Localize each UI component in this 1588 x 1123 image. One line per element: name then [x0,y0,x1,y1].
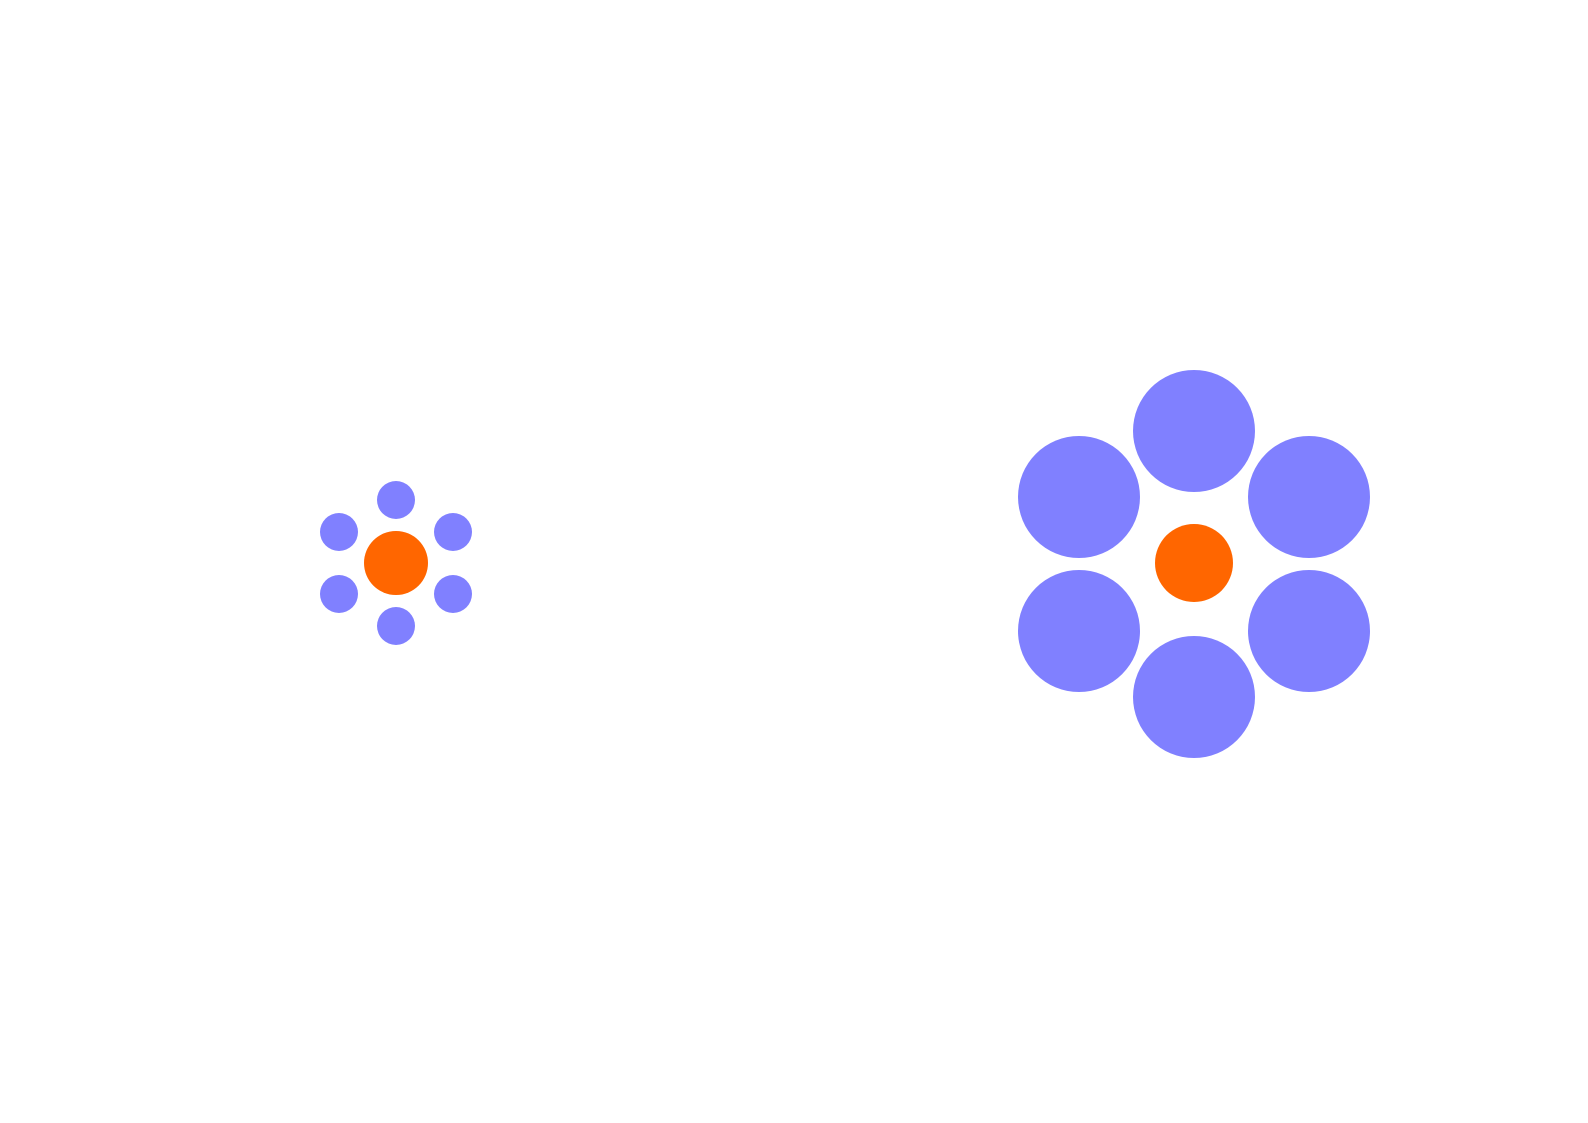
surround-circle-top [377,481,415,519]
surround-circle-lower-right [434,575,472,613]
surround-circle-lower-left [1018,570,1140,692]
surround-circle-bottom [1133,636,1255,758]
surround-circle-upper-left [1018,436,1140,558]
surround-circle-upper-right [1248,436,1370,558]
center-circle-left [364,531,428,595]
large-surround-cluster [1018,370,1370,758]
center-circle-right [1155,524,1233,602]
surround-circle-bottom [377,607,415,645]
surround-circle-upper-right [434,513,472,551]
surround-circle-top [1133,370,1255,492]
surround-circle-lower-right [1248,570,1370,692]
surround-circle-lower-left [320,575,358,613]
small-surround-cluster [320,481,472,645]
surround-circle-upper-left [320,513,358,551]
